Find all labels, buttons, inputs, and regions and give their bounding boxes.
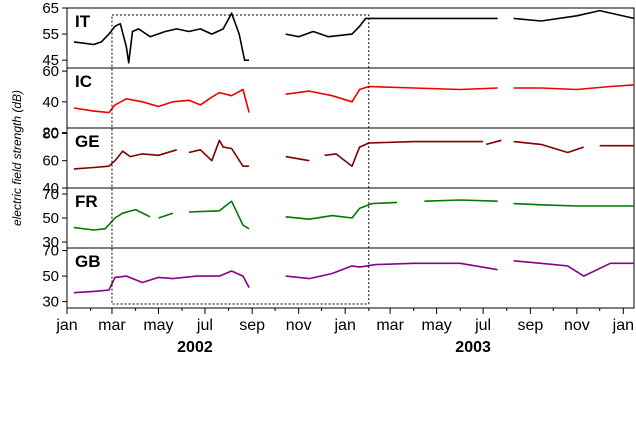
panel-frame [66,67,635,129]
series-line-it [73,9,635,64]
year-label: 2003 [455,339,491,356]
series-line-fr [73,199,634,231]
y-tick-label: 80 [42,125,59,142]
x-tick-label: nov [564,317,590,334]
series-line-ge [73,139,634,170]
y-axis-label: electric field strength (dB) [10,90,24,226]
highlight-box [111,14,370,305]
panel-label: GE [75,132,100,151]
y-tick-label: 55 [42,26,59,43]
series-line-ic [73,84,635,114]
x-tick-label: sep [239,317,265,334]
y-tick-label: 20 [42,125,59,142]
x-tick-label: jan [333,317,355,334]
y-tick-label: 45 [42,52,59,69]
y-tick-label: 70 [42,186,59,203]
x-tick-label: may [143,317,173,334]
x-tick-label: nov [286,317,312,334]
x-tick-label: jan [55,317,77,334]
panel-label: IT [75,12,91,31]
y-tick-label: 60 [42,63,59,80]
y-tick-label: 50 [42,210,59,227]
panel-frame [66,247,635,309]
x-tick-label: mar [98,317,126,334]
x-tick-label: sep [517,317,543,334]
y-tick-label: 30 [42,234,59,251]
x-tick-label: jul [474,317,491,334]
y-tick-label: 40 [42,94,59,111]
y-tick-label: 30 [42,294,59,311]
panel-frame [66,127,635,189]
year-label: 2002 [177,339,213,356]
y-tick-label: 65 [42,0,59,17]
panel-label: FR [75,192,98,211]
x-tick-label: jan [612,317,634,334]
panel-label: GB [75,252,101,271]
x-tick-label: jul [196,317,213,334]
panel-frame [66,7,635,69]
x-tick-label: may [421,317,451,334]
x-tick-label: mar [376,317,404,334]
panel-label: IC [75,72,92,91]
y-tick-label: 70 [42,243,59,260]
y-tick-label: 50 [42,268,59,285]
y-tick-label: 40 [42,180,59,197]
y-tick-label: 60 [42,153,59,170]
series-line-gb [73,260,634,294]
